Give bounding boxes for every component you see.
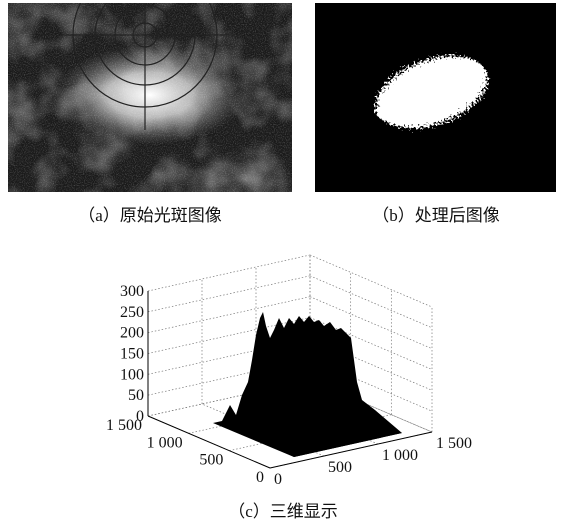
caption-a: （a）原始光斑图像 — [78, 206, 222, 225]
z-tick-label: 250 — [120, 304, 144, 321]
image-original — [8, 0, 292, 192]
grid-line — [310, 255, 432, 307]
y-tick-label: 1 500 — [436, 435, 472, 452]
z-tick-label: 150 — [120, 346, 144, 363]
x-tick-label: 500 — [199, 452, 223, 469]
figure: （a）原始光斑图像 （b）处理后图像 0 50 100 150 200 250 300 0 50… — [0, 0, 566, 527]
caption-c: （c）三维显示 — [228, 502, 338, 521]
z-tick-label: 100 — [120, 366, 144, 383]
y-tick-label: 0 — [274, 471, 282, 488]
grid-line — [148, 276, 310, 312]
z-tick-label: 50 — [128, 387, 144, 404]
x-tick-label: 1 500 — [106, 417, 142, 434]
grid-line — [310, 276, 432, 328]
z-tick-label: 200 — [120, 325, 144, 342]
x-tick-label: 0 — [256, 469, 264, 486]
y-tick-label: 500 — [328, 459, 352, 476]
image-processed — [315, 3, 556, 192]
grid-line — [148, 255, 310, 291]
caption-b: （b）处理后图像 — [372, 206, 500, 225]
z-tick-label: 300 — [120, 283, 144, 300]
x-tick-label: 1 000 — [147, 434, 183, 451]
y-tick-label: 1 000 — [382, 447, 418, 464]
